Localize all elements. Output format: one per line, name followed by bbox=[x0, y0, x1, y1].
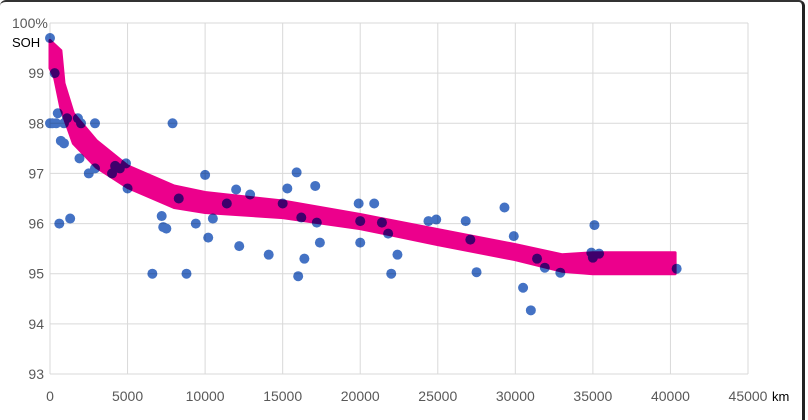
data-point bbox=[296, 212, 307, 223]
x-tick-label: 30000 bbox=[496, 388, 535, 404]
data-point bbox=[282, 183, 293, 194]
data-point bbox=[471, 267, 482, 278]
data-point bbox=[355, 237, 366, 248]
x-tick-labels: 0 5000 10000 15000 20000 25000 30000 35000 40000… bbox=[46, 388, 768, 404]
data-point bbox=[121, 158, 132, 169]
y-tick-label: 95 bbox=[28, 266, 44, 282]
data-point bbox=[555, 267, 566, 278]
y-tick-label: 98 bbox=[28, 115, 44, 131]
x-tick-label: 5000 bbox=[112, 388, 143, 404]
data-point bbox=[51, 118, 62, 129]
data-point bbox=[499, 202, 510, 213]
data-point bbox=[200, 169, 211, 180]
data-point bbox=[277, 198, 288, 209]
data-point bbox=[181, 268, 192, 279]
y-top-label: 100% bbox=[12, 15, 48, 31]
data-point bbox=[532, 253, 543, 264]
data-point bbox=[314, 237, 325, 248]
y-tick-label: 94 bbox=[28, 316, 44, 332]
data-point bbox=[147, 268, 158, 279]
data-point bbox=[386, 268, 397, 279]
data-point bbox=[518, 282, 529, 293]
y-tick-label: 99 bbox=[28, 65, 44, 81]
y-axis-label: SOH bbox=[12, 35, 40, 50]
data-point bbox=[369, 198, 380, 209]
x-tick-label: 35000 bbox=[573, 388, 612, 404]
x-tick-label: 10000 bbox=[186, 388, 225, 404]
data-point bbox=[190, 218, 201, 229]
data-point bbox=[423, 216, 434, 227]
data-point bbox=[58, 138, 69, 149]
data-point bbox=[221, 198, 232, 209]
data-point bbox=[376, 217, 387, 228]
y-tick-label: 97 bbox=[28, 165, 44, 181]
data-point bbox=[167, 118, 178, 129]
data-point bbox=[156, 211, 167, 222]
data-point bbox=[76, 118, 87, 129]
data-points bbox=[45, 33, 682, 316]
data-point bbox=[52, 108, 63, 119]
data-point bbox=[49, 68, 60, 79]
data-point bbox=[291, 167, 302, 178]
x-tick-label: 40000 bbox=[651, 388, 690, 404]
data-point bbox=[311, 217, 322, 228]
data-point bbox=[234, 241, 245, 252]
data-point bbox=[74, 153, 85, 164]
data-point bbox=[263, 249, 274, 260]
data-point bbox=[460, 216, 471, 227]
data-point bbox=[58, 118, 69, 129]
data-point bbox=[45, 33, 55, 44]
data-point bbox=[161, 223, 172, 234]
data-point bbox=[299, 253, 310, 264]
data-point bbox=[173, 193, 184, 204]
data-point bbox=[589, 220, 600, 231]
data-point bbox=[65, 213, 76, 224]
data-point bbox=[231, 184, 242, 195]
x-tick-label: 25000 bbox=[418, 388, 457, 404]
data-point bbox=[310, 180, 321, 191]
y-tick-label: 96 bbox=[28, 216, 44, 232]
data-point bbox=[392, 249, 403, 260]
data-point bbox=[89, 118, 100, 129]
data-point bbox=[465, 234, 476, 245]
x-tick-label: 20000 bbox=[341, 388, 380, 404]
data-point bbox=[293, 271, 304, 282]
data-point bbox=[431, 214, 442, 225]
data-point bbox=[245, 189, 256, 200]
data-point bbox=[107, 168, 118, 179]
x-tick-label: 15000 bbox=[263, 388, 302, 404]
data-point bbox=[122, 183, 133, 194]
data-point bbox=[203, 232, 214, 243]
x-axis-label: km bbox=[772, 389, 789, 404]
data-point bbox=[353, 198, 364, 209]
x-tick-label: 45000 bbox=[729, 388, 768, 404]
data-point bbox=[54, 218, 65, 229]
data-point bbox=[594, 248, 605, 259]
data-point bbox=[508, 231, 519, 242]
y-tick-label: 93 bbox=[28, 366, 44, 382]
data-point bbox=[207, 213, 218, 224]
data-point bbox=[355, 216, 366, 227]
data-point bbox=[383, 228, 394, 239]
y-tick-labels: 93 94 95 96 97 98 99 bbox=[28, 65, 44, 382]
data-point bbox=[89, 163, 100, 174]
x-tick-label: 0 bbox=[46, 388, 54, 404]
data-point bbox=[525, 305, 536, 316]
data-point bbox=[671, 263, 682, 274]
data-point bbox=[539, 262, 550, 273]
